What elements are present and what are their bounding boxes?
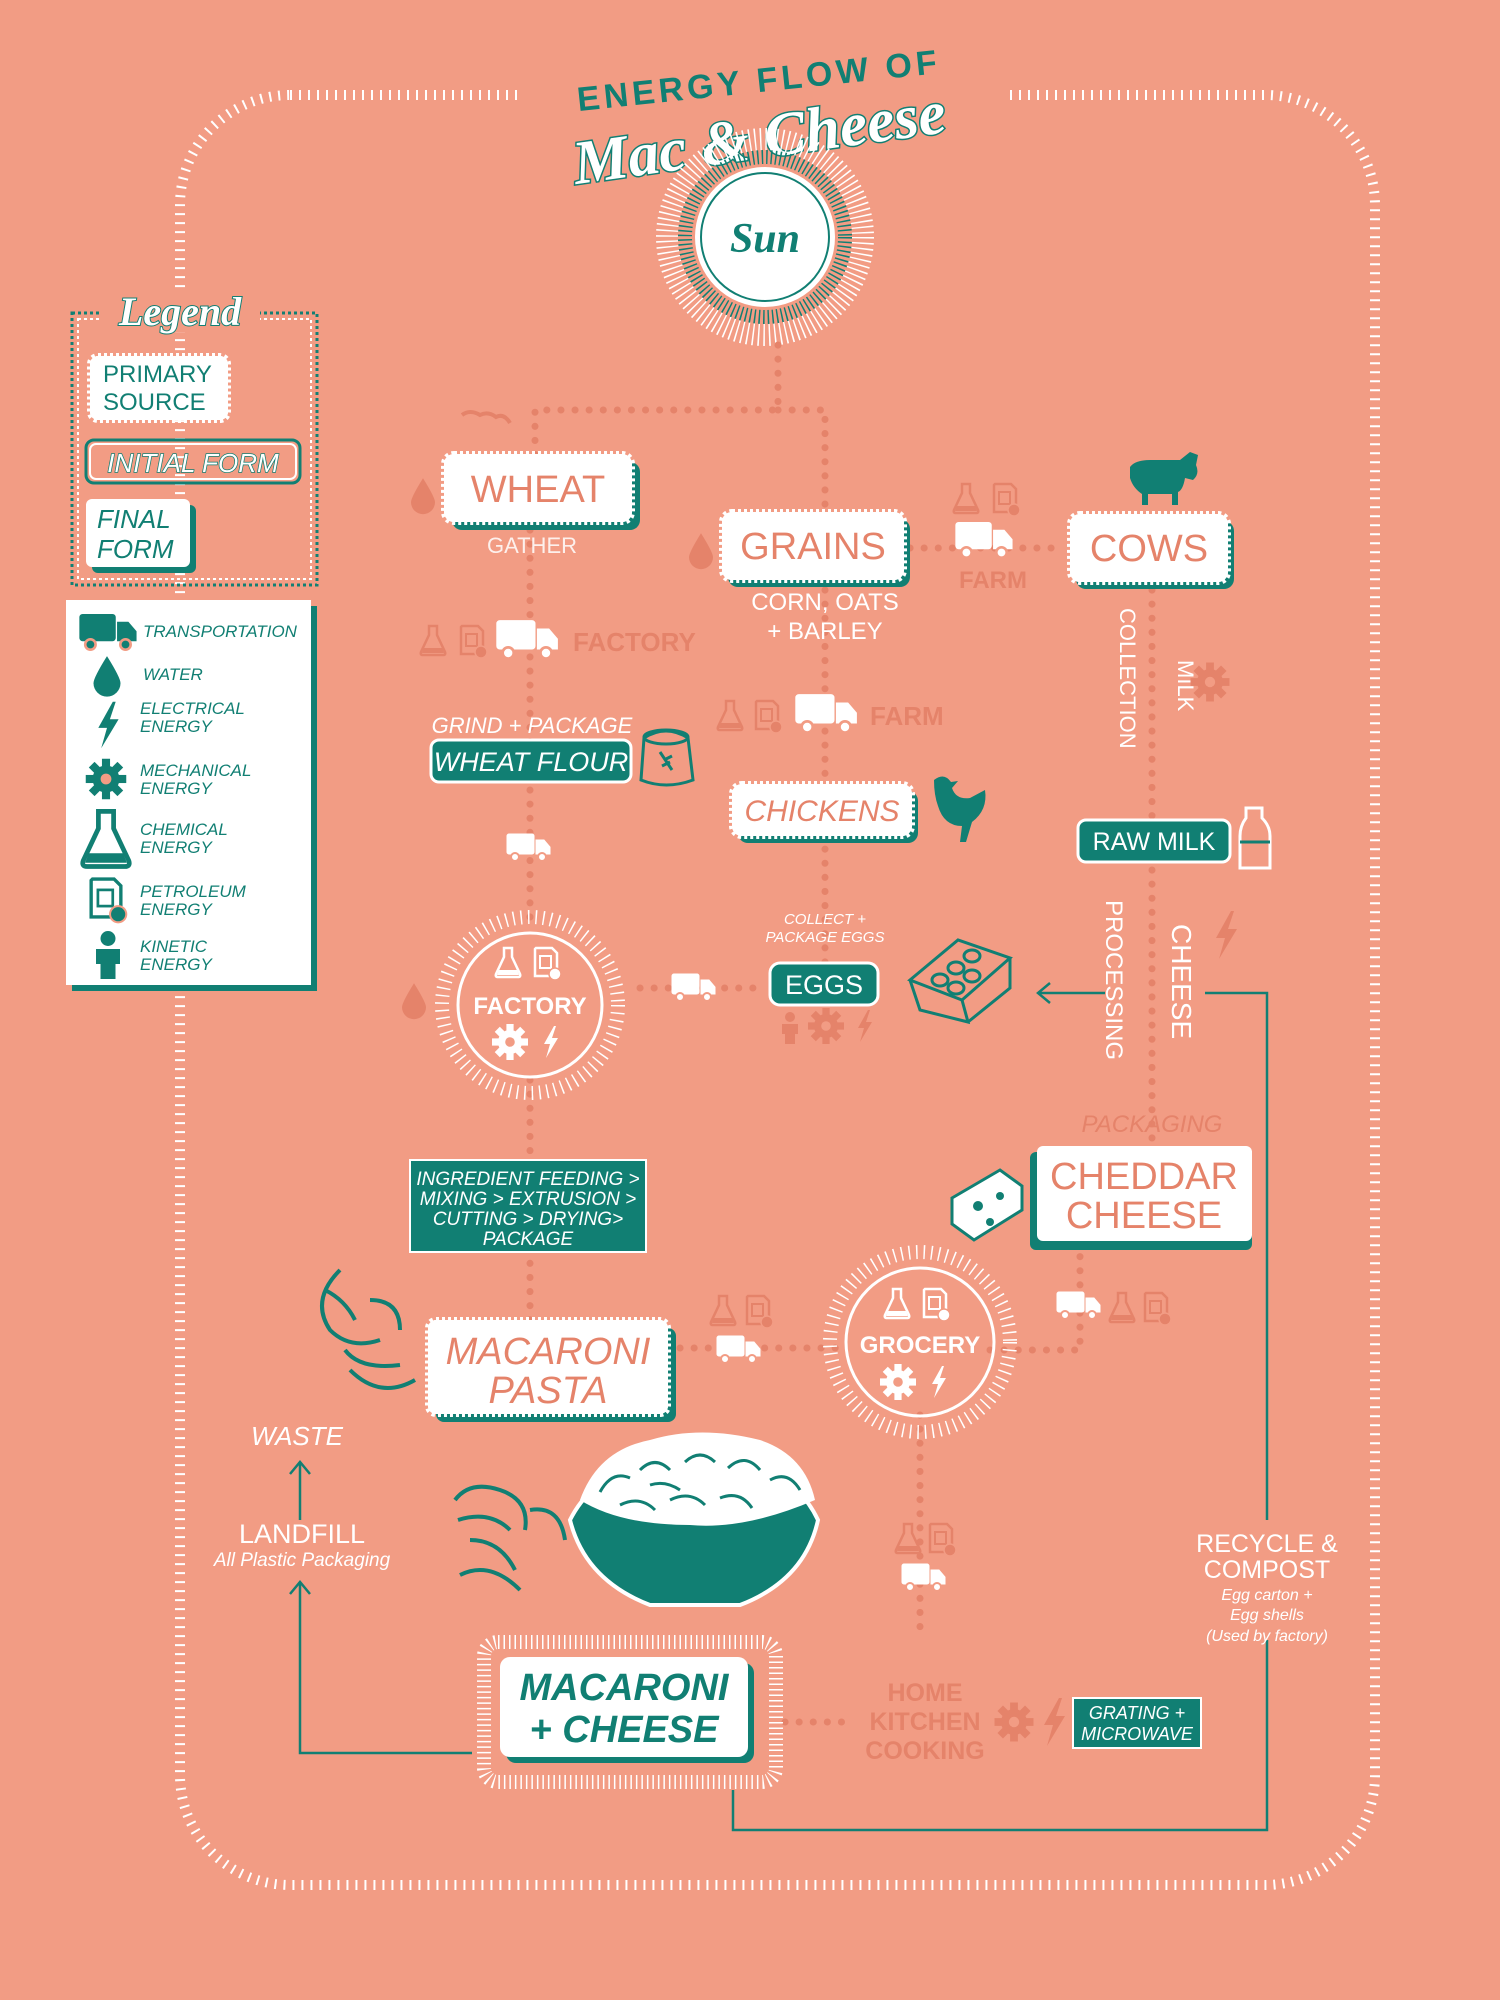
mac-cheese-line2: + CHEESE bbox=[529, 1709, 720, 1751]
cows-label: COWS bbox=[1090, 528, 1208, 570]
cow-icon bbox=[1130, 452, 1198, 505]
legend-primary-swatch: PRIMARY SOURCE bbox=[87, 353, 231, 423]
macaroni-pieces-icon bbox=[453, 1484, 567, 1592]
grocery-hub: GROCERY bbox=[823, 1245, 1017, 1439]
cheese-processing-line1: CHEESE bbox=[1166, 924, 1197, 1039]
process-step-2: MIXING > EXTRUSION > bbox=[420, 1189, 636, 1210]
landfill-label: LANDFILL bbox=[239, 1519, 365, 1549]
recycle-line2: COMPOST bbox=[1204, 1556, 1330, 1584]
legend-heading: Legend bbox=[118, 289, 242, 334]
process-step-3: CUTTING > DRYING> bbox=[433, 1209, 623, 1230]
grating-box: GRATING + MICROWAVE bbox=[1072, 1697, 1202, 1749]
legend-item-chemical-1: CHEMICAL bbox=[140, 820, 228, 839]
flour-sack-icon bbox=[639, 728, 695, 787]
macaroni-pasta-line2: PASTA bbox=[489, 1370, 608, 1412]
legend-primary-line2: SOURCE bbox=[103, 389, 206, 416]
legend: Legend PRIMARY SOURCE INITIAL FORM FINAL… bbox=[66, 288, 319, 991]
legend-item-chemical-2: ENERGY bbox=[140, 838, 213, 857]
waste-label: WASTE bbox=[251, 1421, 344, 1451]
grating-line2: MICROWAVE bbox=[1081, 1724, 1194, 1744]
home-line3: COOKING bbox=[865, 1737, 984, 1765]
recycle-sub-line3: (Used by factory) bbox=[1206, 1628, 1328, 1645]
recycle-line1: RECYCLE & bbox=[1196, 1530, 1338, 1558]
legend-primary-line1: PRIMARY bbox=[103, 361, 212, 388]
wheat-label: WHEAT bbox=[471, 469, 605, 511]
legend-item-water: WATER bbox=[143, 665, 203, 684]
eggs-node: EGGS bbox=[768, 961, 880, 1007]
mac-cheese-bowl-icon bbox=[567, 1432, 821, 1607]
landfill-sub-label: All Plastic Packaging bbox=[213, 1550, 391, 1571]
legend-initial-label: INITIAL FORM bbox=[107, 448, 279, 478]
factory-hub: FACTORY bbox=[435, 910, 625, 1100]
milk-collection-line2: COLLECTION bbox=[1115, 608, 1140, 749]
legend-item-electrical-2: ENERGY bbox=[140, 717, 213, 736]
mac-and-cheese-node: MACARONI + CHEESE bbox=[477, 1635, 783, 1789]
cheddar-line1: CHEDDAR bbox=[1050, 1156, 1238, 1198]
grating-line1: GRATING + bbox=[1089, 1703, 1185, 1723]
process-steps-box: INGREDIENT FEEDING > MIXING > EXTRUSION … bbox=[409, 1159, 647, 1253]
legend-item-kinetic-2: ENERGY bbox=[140, 955, 213, 974]
feedback-arrows bbox=[731, 982, 1269, 1832]
legend-item-petroleum-2: ENERGY bbox=[140, 900, 213, 919]
recycle-sub-line1: Egg carton + bbox=[1221, 1587, 1312, 1604]
wheat-node: WHEAT bbox=[441, 410, 640, 530]
legend-item-electrical-1: ELECTRICAL bbox=[140, 699, 245, 718]
raw-milk-label: RAW MILK bbox=[1093, 828, 1216, 856]
legend-final-line2: FORM bbox=[97, 534, 174, 564]
flow-connectors bbox=[526, 341, 1156, 1726]
sun-node: Sun bbox=[656, 128, 874, 346]
macaroni-pasta-line1: MACARONI bbox=[446, 1331, 651, 1373]
cheese-wedge-icon bbox=[950, 1168, 1024, 1242]
grains-sub-line1: CORN, OATS bbox=[751, 589, 899, 616]
legend-item-mechanical-2: ENERGY bbox=[140, 779, 213, 798]
eggs-label: EGGS bbox=[785, 970, 863, 1000]
recycle-sub-line2: Egg shells bbox=[1230, 1607, 1304, 1624]
wheat-flour-label: WHEAT FLOUR bbox=[434, 747, 629, 777]
macaroni-icon bbox=[320, 1268, 416, 1390]
legend-item-mechanical-1: MECHANICAL bbox=[140, 761, 251, 780]
packaging-label: PACKAGING bbox=[1082, 1111, 1223, 1138]
legend-initial-swatch: INITIAL FORM bbox=[84, 438, 302, 485]
sun-label: Sun bbox=[730, 216, 800, 262]
process-step-1: INGREDIENT FEEDING > bbox=[416, 1169, 639, 1190]
legend-item-transportation: TRANSPORTATION bbox=[143, 622, 298, 641]
grocery-label: GROCERY bbox=[860, 1332, 980, 1359]
milk-bottle-icon bbox=[1238, 806, 1272, 870]
grains-sub-line2: + BARLEY bbox=[767, 618, 882, 645]
farm-top-label: FARM bbox=[959, 567, 1027, 594]
legend-item-petroleum-1: PETROLEUM bbox=[140, 882, 247, 901]
collect-eggs-line1: COLLECT + bbox=[784, 911, 866, 928]
cheddar-line2: CHEESE bbox=[1066, 1195, 1222, 1237]
chickens-node: CHICKENS bbox=[729, 781, 918, 843]
grind-package-label: GRIND + PACKAGE bbox=[432, 713, 633, 738]
cows-node: COWS bbox=[1067, 511, 1234, 589]
factory-transport-label: FACTORY bbox=[573, 627, 696, 657]
macaroni-pasta-node: MACARONI PASTA bbox=[425, 1317, 676, 1422]
wheat-flour-node: WHEAT FLOUR bbox=[429, 738, 633, 784]
cheddar-cheese-node: CHEDDAR CHEESE bbox=[1030, 1146, 1252, 1250]
process-step-4: PACKAGE bbox=[483, 1229, 574, 1250]
factory-label: FACTORY bbox=[473, 993, 586, 1020]
home-line2: KITCHEN bbox=[869, 1708, 980, 1736]
cheese-processing-line2: PROCESSING bbox=[1100, 900, 1127, 1060]
home-line1: HOME bbox=[888, 1679, 963, 1707]
egg-carton-icon bbox=[907, 938, 1013, 1025]
gather-label: GATHER bbox=[487, 533, 577, 558]
legend-final-swatch: FINAL FORM bbox=[86, 499, 196, 573]
legend-item-kinetic-1: KINETIC bbox=[140, 937, 208, 956]
legend-final-line1: FINAL bbox=[97, 504, 171, 534]
waste-arrows bbox=[289, 1460, 472, 1755]
chickens-label: CHICKENS bbox=[744, 795, 899, 828]
mac-cheese-line1: MACARONI bbox=[520, 1667, 730, 1709]
grains-label: GRAINS bbox=[740, 526, 886, 568]
grains-node: GRAINS bbox=[719, 509, 910, 587]
raw-milk-node: RAW MILK bbox=[1076, 818, 1232, 864]
chicken-icon bbox=[934, 776, 986, 842]
farm-mid-label: FARM bbox=[870, 701, 944, 731]
collect-eggs-line2: PACKAGE EGGS bbox=[766, 929, 885, 946]
